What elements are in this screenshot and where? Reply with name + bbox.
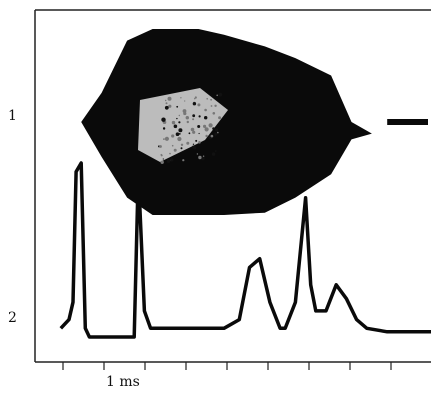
trace-1-speckle — [174, 125, 178, 129]
trace-1-speckle — [198, 141, 201, 144]
trace-1-speckle — [170, 158, 173, 161]
x-scale-label: 1 ms — [106, 374, 140, 390]
trace-1-envelope — [81, 29, 428, 215]
trace-1-speckle — [165, 106, 169, 110]
trace-1-speckle — [178, 139, 180, 141]
trace-1-speckle — [165, 137, 169, 141]
trace-1-speckle — [209, 123, 213, 127]
trace-label-2: 2 — [8, 310, 17, 326]
trace-1-speckle — [163, 138, 165, 140]
trace-1-envelope-fill — [81, 29, 418, 215]
trace-1-speckle — [197, 125, 200, 128]
trace-1-speckle — [178, 128, 182, 132]
trace-1-speckle — [199, 133, 200, 134]
trace-1-speckle — [163, 158, 164, 159]
trace-1-speckle — [184, 100, 185, 101]
trace-1-speckle — [197, 153, 198, 154]
trace-1-speckle — [179, 133, 181, 135]
trace-1-speckle — [181, 144, 183, 146]
trace-1-speckle — [189, 132, 191, 134]
trace-1-speckle — [211, 135, 214, 138]
trace-1-speckle — [215, 150, 217, 152]
trace-1-speckle — [161, 118, 165, 122]
trace-1-speckle — [193, 144, 194, 145]
trace-1-speckle — [183, 112, 186, 115]
x-axis-ticks — [63, 362, 391, 370]
trace-1-speckle — [179, 115, 180, 116]
trace-1-speckle — [216, 95, 218, 97]
trace-1-speckle — [193, 102, 196, 105]
trace-1-speckle — [199, 115, 201, 117]
trace-1-speckle — [173, 123, 175, 125]
trace-1-speckle — [213, 112, 216, 115]
trace-1-speckle — [161, 161, 164, 164]
trace-1-speckle — [218, 93, 222, 97]
trace-1-speckle — [212, 152, 215, 155]
trace-1-speckle — [182, 159, 184, 161]
trace-1-speckle — [187, 121, 189, 123]
trace-1-speckle — [204, 109, 207, 112]
trace-1-speckle — [186, 116, 189, 119]
trace-1-speckle — [165, 100, 166, 101]
trace-1-speckle — [201, 157, 205, 161]
trace-1-speckle — [203, 125, 206, 128]
trace-1-speckle — [210, 99, 212, 101]
trace-1-speckle — [198, 156, 201, 159]
trace-1-speckle — [192, 118, 194, 120]
trace-1-speckle — [168, 97, 172, 101]
trace-1-speckle — [176, 118, 177, 119]
trace-1-speckle — [206, 98, 208, 100]
trace-1-speckle — [212, 127, 215, 130]
trace-1-speckle — [176, 132, 180, 136]
trace-label-1: 1 — [8, 108, 17, 124]
trace-1-speckle — [171, 134, 174, 137]
trace-1-speckle — [169, 153, 171, 155]
trace-1-speckle — [166, 102, 168, 104]
trace-1-speckle — [192, 146, 195, 149]
trace-1-speckle — [197, 103, 200, 106]
trace-1-speckle — [205, 127, 209, 131]
trace-1-speckle — [168, 105, 171, 108]
trace-1-speckle — [214, 105, 216, 107]
trace-1-speckle — [161, 154, 163, 156]
trace-1-speckle — [195, 140, 197, 142]
trace-1-speckle — [205, 135, 207, 137]
trace-1-speckle — [181, 147, 183, 149]
trace-1-speckle — [211, 105, 213, 107]
trace-1-speckle — [178, 121, 180, 123]
trace-1-speckle — [218, 116, 221, 119]
trace-1-speckle — [180, 97, 181, 98]
trace-1-speckle — [172, 145, 174, 147]
trace-1-speckle — [215, 135, 216, 136]
trace-1-speckle — [214, 132, 217, 135]
trace-1-speckle — [215, 128, 218, 131]
trace-1-speckle — [192, 131, 195, 134]
trace-1-speckle — [192, 114, 195, 117]
trace-1-speckle — [163, 127, 165, 129]
trace-1-speckle — [186, 142, 189, 145]
trace-1-speckle — [204, 116, 207, 119]
trace-1-speckle — [176, 106, 178, 108]
trace-1-speckle — [174, 149, 177, 152]
trace-1-speckle — [167, 159, 171, 163]
trace-1-speckle — [203, 156, 204, 157]
trace-1-speckle — [194, 98, 195, 99]
trace-1-speckle — [159, 145, 162, 148]
